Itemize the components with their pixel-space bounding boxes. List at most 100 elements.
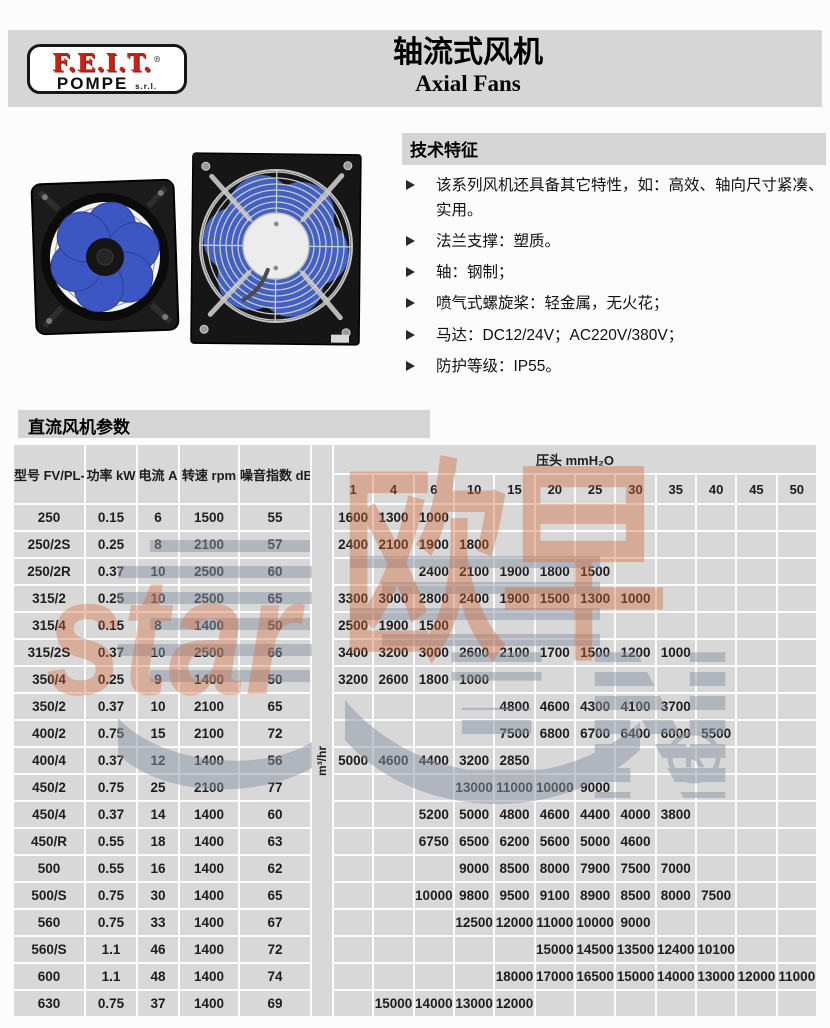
flow-value-cell <box>696 532 736 557</box>
noise-cell: 55 <box>240 505 310 530</box>
power-cell: 1.1 <box>86 937 136 962</box>
flow-value-cell <box>495 613 534 638</box>
current-cell: 37 <box>138 991 178 1016</box>
flow-value-cell: 15000 <box>535 937 574 962</box>
flow-value-cell: 1600 <box>334 505 373 530</box>
flow-value-cell: 7500 <box>696 883 736 908</box>
flow-value-cell <box>737 694 776 719</box>
current-cell: 10 <box>138 694 178 719</box>
power-cell: 0.15 <box>86 505 136 530</box>
flow-value-cell <box>454 937 494 962</box>
pressure-col-header: 25 <box>575 475 615 503</box>
flow-value-cell: 11000 <box>535 910 574 935</box>
flow-value-cell <box>737 748 776 773</box>
flow-value-cell: 1000 <box>414 505 453 530</box>
flow-value-cell <box>454 964 494 989</box>
flow-value-cell <box>777 667 816 692</box>
flow-value-cell <box>656 532 695 557</box>
speed-cell: 1400 <box>180 856 238 881</box>
flow-value-cell: 1800 <box>454 532 494 557</box>
flow-value-cell: 6400 <box>616 721 655 746</box>
current-cell: 6 <box>138 505 178 530</box>
flow-value-cell: 4100 <box>616 694 655 719</box>
noise-cell: 65 <box>240 694 310 719</box>
table-row: 560 0.75 33 1400 67 12500 12000 11000 10000 9000 <box>14 910 816 935</box>
model-cell: 560/S <box>14 937 84 962</box>
speed-cell: 1400 <box>180 829 238 854</box>
noise-cell: 63 <box>240 829 310 854</box>
flow-value-cell <box>575 613 615 638</box>
page-title-en: Axial Fans <box>415 70 521 96</box>
flow-value-cell <box>777 613 816 638</box>
flow-value-cell <box>777 883 816 908</box>
speed-cell: 2500 <box>180 559 238 584</box>
flow-value-cell <box>374 775 413 800</box>
col-header-speed: 转速 rpm <box>180 445 238 503</box>
pressure-col-header: 45 <box>737 475 776 503</box>
table-row: 350/2 0.37 10 2100 65 4800 4600 4300 4100 3700 <box>14 694 816 719</box>
flow-value-cell: 14000 <box>656 964 695 989</box>
flow-value-cell <box>374 910 413 935</box>
flow-spacer-cell <box>312 445 332 503</box>
speed-cell: 1400 <box>180 667 238 692</box>
current-cell: 10 <box>138 559 178 584</box>
flow-value-cell: 1800 <box>414 667 453 692</box>
pressure-col-header: 6 <box>414 475 453 503</box>
logo-subtext: POMPE s.r.l. <box>56 74 158 94</box>
flow-value-cell <box>374 856 413 881</box>
flow-value-cell <box>777 775 816 800</box>
flow-value-cell: 1300 <box>575 586 615 611</box>
flow-value-cell <box>696 640 736 665</box>
arrow-bullet-icon <box>406 267 420 278</box>
flow-value-cell: 1900 <box>495 586 534 611</box>
model-cell: 350/2 <box>14 694 84 719</box>
power-cell: 0.75 <box>86 775 136 800</box>
flow-value-cell: 1900 <box>374 613 413 638</box>
flow-value-cell: 6000 <box>656 721 695 746</box>
flow-value-cell: 13000 <box>454 991 494 1016</box>
flow-value-cell <box>737 856 776 881</box>
arrow-bullet-icon <box>406 236 420 247</box>
page-title-cn: 轴流式风机 <box>393 36 543 69</box>
model-cell: 250/2S <box>14 532 84 557</box>
flow-value-cell <box>616 613 655 638</box>
speed-cell: 1400 <box>180 613 238 638</box>
flow-unit-label: m³/hr <box>315 745 329 776</box>
flow-value-cell <box>737 829 776 854</box>
noise-cell: 50 <box>240 613 310 638</box>
flow-value-cell <box>737 613 776 638</box>
flow-value-cell <box>374 694 413 719</box>
flow-value-cell: 4800 <box>495 802 534 827</box>
col-header-noise: 噪音指数 dB <box>240 445 310 503</box>
flow-value-cell <box>777 694 816 719</box>
noise-cell: 74 <box>240 964 310 989</box>
flow-value-cell: 8000 <box>535 856 574 881</box>
flow-value-cell <box>737 721 776 746</box>
noise-cell: 65 <box>240 586 310 611</box>
noise-cell: 60 <box>240 802 310 827</box>
power-cell: 0.37 <box>86 802 136 827</box>
table-row: 315/4 0.15 8 1400 50 2500 1900 1500 <box>14 613 816 638</box>
flow-value-cell <box>696 775 736 800</box>
flow-value-cell <box>737 505 776 530</box>
flow-value-cell: 5000 <box>334 748 373 773</box>
technical-features: 技术特征 该系列风机还具备其它特性，如：高效、轴向尺寸紧凑、实用。 法兰支撑：塑质… <box>402 133 826 385</box>
model-cell: 350/4 <box>14 667 84 692</box>
model-cell: 450/2 <box>14 775 84 800</box>
flow-value-cell <box>737 991 776 1016</box>
arrow-bullet-icon <box>406 180 420 190</box>
current-cell: 9 <box>138 667 178 692</box>
flow-value-cell <box>454 505 494 530</box>
flow-value-cell: 6200 <box>495 829 534 854</box>
flow-value-cell: 1500 <box>535 586 574 611</box>
flow-value-cell: 8900 <box>575 883 615 908</box>
flow-value-cell <box>777 748 816 773</box>
feature-text: 马达：DC12/24V；AC220V/380V； <box>436 326 684 344</box>
flow-value-cell <box>414 937 453 962</box>
flow-value-cell: 2600 <box>454 640 494 665</box>
flow-value-cell: 9000 <box>454 856 494 881</box>
flow-value-cell <box>374 721 413 746</box>
pressure-col-header: 20 <box>535 475 574 503</box>
flow-value-cell <box>696 829 736 854</box>
noise-cell: 66 <box>240 640 310 665</box>
